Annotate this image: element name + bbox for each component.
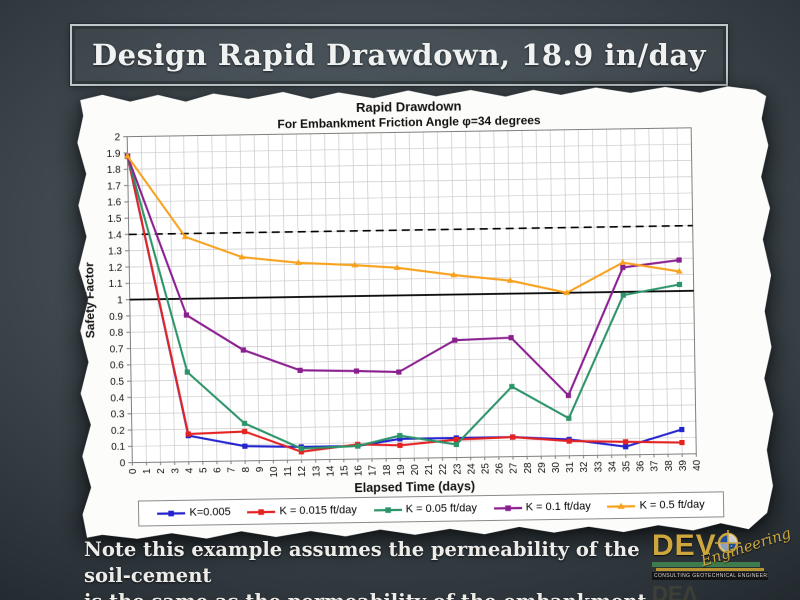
legend-marker-icon	[157, 507, 185, 518]
svg-text:0.5: 0.5	[110, 377, 125, 388]
slide-title: Design Rapid Drawdown, 18.9 in/day	[91, 38, 706, 72]
svg-text:21: 21	[424, 463, 435, 475]
legend-label: K = 0.05 ft/day	[405, 502, 478, 516]
svg-text:1: 1	[142, 468, 153, 474]
svg-text:1.2: 1.2	[108, 263, 123, 274]
devo-logo-reflection: DEV	[652, 581, 698, 600]
svg-text:0.1: 0.1	[111, 442, 126, 453]
svg-text:13: 13	[311, 465, 322, 477]
svg-text:22: 22	[438, 463, 449, 475]
chart-legend: K=0.005 K = 0.015 ft/day K = 0.05 ft/day K …	[138, 491, 724, 526]
legend-item: K = 0.05 ft/day	[374, 502, 477, 516]
note-line-1: Note this example assumes the permeabili…	[84, 538, 640, 587]
svg-text:40: 40	[692, 459, 703, 471]
svg-text:37: 37	[650, 460, 661, 472]
svg-text:18: 18	[382, 464, 393, 476]
svg-text:1.9: 1.9	[106, 149, 121, 160]
svg-text:23: 23	[452, 463, 463, 475]
chart-plot: 0 1 2 3 4 5 6 7 8 9 10 11 12 13 14 15 16 17 18 19 20 21 22 23 24…	[75, 83, 777, 542]
svg-text:9: 9	[255, 466, 266, 472]
legend-item: K = 0.015 ft/day	[247, 504, 357, 518]
devo-logo-tagline: CONSULTING GEOTECHNICAL ENGINEERS	[652, 572, 768, 580]
svg-text:0.8: 0.8	[109, 328, 124, 339]
legend-label: K=0.005	[189, 506, 231, 519]
svg-text:0.9: 0.9	[109, 312, 124, 323]
svg-text:36: 36	[635, 460, 646, 472]
slide-title-box: Design Rapid Drawdown, 18.9 in/day	[70, 24, 728, 86]
svg-text:1.4: 1.4	[108, 230, 123, 241]
svg-text:29: 29	[537, 462, 548, 474]
svg-text:4: 4	[184, 467, 195, 473]
svg-text:1.5: 1.5	[108, 214, 123, 225]
svg-text:24: 24	[466, 463, 477, 475]
note-line-2: is the same as the permeability of the e…	[84, 589, 664, 600]
svg-text:20: 20	[410, 464, 421, 476]
svg-text:0.7: 0.7	[110, 344, 125, 355]
svg-text:1.6: 1.6	[107, 197, 122, 208]
torn-paper-wrap: Rapid Drawdown For Embankment Friction A…	[75, 83, 777, 542]
legend-marker-icon	[494, 502, 522, 513]
svg-text:0.6: 0.6	[110, 360, 125, 371]
svg-text:7: 7	[227, 467, 238, 473]
svg-text:28: 28	[523, 462, 534, 474]
svg-text:Elapsed Time (days): Elapsed Time (days)	[354, 479, 475, 495]
globe-icon	[714, 530, 741, 561]
svg-text:6: 6	[213, 467, 224, 473]
svg-text:25: 25	[480, 463, 491, 475]
svg-text:8: 8	[241, 466, 252, 472]
svg-text:35: 35	[621, 460, 632, 472]
svg-text:0: 0	[120, 458, 126, 469]
svg-text:15: 15	[339, 465, 350, 477]
svg-text:1.8: 1.8	[107, 165, 122, 176]
legend-marker-icon	[247, 506, 275, 517]
svg-text:16: 16	[353, 465, 364, 477]
svg-text:12: 12	[297, 465, 308, 477]
svg-text:33: 33	[593, 461, 604, 473]
legend-label: K = 0.015 ft/day	[279, 504, 358, 518]
svg-text:5: 5	[198, 467, 209, 473]
note-text: Note this example assumes the permeabili…	[84, 537, 664, 600]
devo-logo-dev-text: DEV	[652, 528, 717, 562]
svg-text:1.7: 1.7	[107, 181, 122, 192]
svg-text:14: 14	[325, 465, 336, 477]
svg-text:31: 31	[565, 461, 576, 473]
legend-item: K = 0.1 ft/day	[494, 500, 591, 514]
svg-text:0.4: 0.4	[110, 393, 125, 404]
devo-logo-green-bar	[652, 562, 760, 567]
svg-text:38: 38	[664, 460, 675, 472]
legend-item: K = 0.5 ft/day	[607, 499, 704, 513]
legend-label: K = 0.5 ft/day	[639, 498, 705, 512]
legend-marker-icon	[607, 500, 635, 511]
torn-paper: Rapid Drawdown For Embankment Friction A…	[75, 83, 777, 542]
svg-text:10: 10	[269, 466, 280, 478]
svg-text:30: 30	[551, 461, 562, 473]
svg-text:11: 11	[283, 466, 294, 477]
legend-marker-icon	[374, 504, 402, 515]
svg-text:27: 27	[509, 462, 520, 474]
svg-text:0.2: 0.2	[111, 426, 126, 437]
devo-logo-row: DEV	[640, 530, 795, 561]
svg-text:39: 39	[678, 459, 689, 471]
svg-text:34: 34	[607, 461, 618, 473]
svg-text:2: 2	[156, 468, 167, 474]
devo-logo-gold-bar	[656, 568, 764, 571]
legend-label: K = 0.1 ft/day	[525, 500, 591, 514]
svg-text:0: 0	[128, 468, 139, 474]
svg-text:32: 32	[579, 461, 590, 473]
svg-text:2: 2	[115, 132, 121, 143]
legend-item: K=0.005	[157, 506, 230, 519]
svg-text:19: 19	[396, 464, 407, 476]
svg-text:Safety Factor: Safety Factor	[82, 262, 97, 339]
svg-text:1: 1	[117, 295, 123, 306]
svg-text:1.3: 1.3	[108, 246, 123, 257]
svg-text:1.1: 1.1	[109, 279, 124, 290]
devo-logo: DEV Engineering CONSULTING GEOTECHNICAL …	[640, 524, 795, 600]
svg-text:26: 26	[494, 462, 505, 474]
svg-text:3: 3	[170, 467, 181, 473]
svg-text:0.3: 0.3	[111, 409, 126, 420]
svg-text:17: 17	[368, 464, 379, 476]
